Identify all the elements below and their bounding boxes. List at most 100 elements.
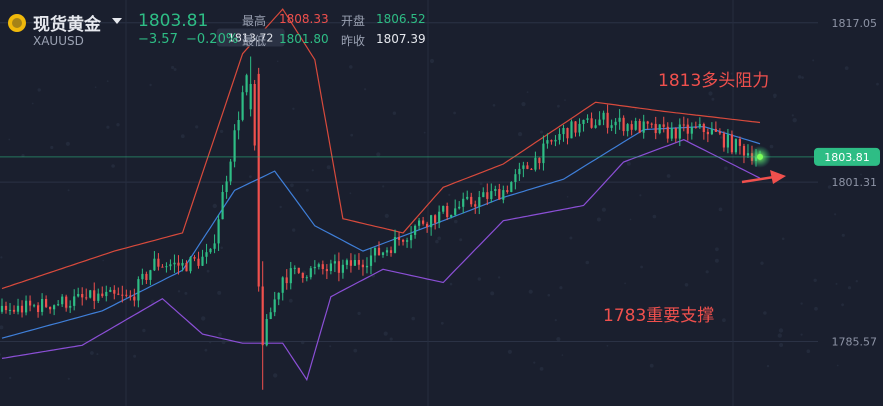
candle-body <box>37 305 40 312</box>
background-dot <box>411 316 416 321</box>
background-dot <box>448 193 451 196</box>
candle-body <box>738 139 741 146</box>
current-price-badge <box>814 147 880 166</box>
background-dot <box>847 286 852 290</box>
candle-body <box>265 319 268 346</box>
background-dot <box>149 83 152 87</box>
background-dot <box>437 236 442 241</box>
candle-body <box>414 225 417 235</box>
candle-body <box>562 128 565 135</box>
background-dot <box>184 291 188 295</box>
candle-body <box>181 262 184 266</box>
candle-body <box>526 165 529 169</box>
background-dot <box>290 183 294 188</box>
candle-body <box>426 223 429 228</box>
candle-body <box>185 262 188 272</box>
background-dot <box>634 108 637 111</box>
candle-body <box>554 139 557 142</box>
background-dot <box>180 134 185 139</box>
background-dot <box>533 361 536 364</box>
candle-body <box>514 174 517 182</box>
background-dot <box>106 125 110 129</box>
candle-body <box>333 261 336 264</box>
background-dot <box>836 364 839 367</box>
background-dot <box>640 265 643 269</box>
background-dot <box>778 328 784 333</box>
candle-body <box>345 260 348 265</box>
candle-body <box>494 189 497 191</box>
background-dot <box>204 348 208 352</box>
background-dot <box>792 118 797 123</box>
candle-body <box>41 299 44 312</box>
candle-body <box>610 125 613 128</box>
candle-body <box>438 211 441 223</box>
candle-body <box>594 125 597 128</box>
candle-body <box>201 256 204 266</box>
background-dot <box>219 129 224 134</box>
background-dot <box>206 269 210 273</box>
instrument-name[interactable]: 现货黄金 <box>33 15 101 35</box>
candle-body <box>654 123 657 134</box>
candle-body <box>602 112 605 120</box>
background-dot <box>364 88 367 91</box>
background-dot <box>724 166 728 170</box>
candle-body <box>225 181 228 192</box>
background-dot <box>518 132 523 137</box>
candle-body <box>678 124 681 139</box>
background-dot <box>539 130 544 134</box>
background-dot <box>834 213 837 216</box>
candle-body <box>105 291 108 297</box>
background-dot <box>652 214 657 219</box>
background-dot <box>177 290 181 293</box>
candle-body <box>606 112 609 128</box>
background-dot <box>564 99 566 101</box>
chevron-down-icon[interactable] <box>112 18 122 24</box>
candle-body <box>706 131 709 135</box>
candle-body <box>422 220 425 224</box>
candle-body <box>478 197 481 207</box>
candle-body <box>662 124 665 127</box>
candle-body <box>474 204 477 207</box>
background-dot <box>714 258 719 263</box>
candle-body <box>574 121 577 133</box>
candle-body <box>81 294 84 298</box>
background-dot <box>629 218 632 221</box>
candle-body <box>65 296 68 308</box>
background-dot <box>547 293 551 297</box>
candle-body <box>353 260 356 266</box>
candle-body <box>586 118 589 120</box>
candle-body <box>205 252 208 257</box>
background-dot <box>0 353 2 356</box>
background-dot <box>760 261 764 265</box>
candle-body <box>630 124 633 130</box>
background-dot <box>384 213 389 218</box>
candle-body <box>377 247 381 256</box>
background-dot <box>173 68 177 71</box>
candle-body <box>702 124 705 132</box>
candle-body <box>718 131 721 134</box>
candle-body <box>393 237 397 253</box>
candle-body <box>646 121 649 124</box>
candle-body <box>397 237 401 240</box>
background-dot <box>220 246 223 250</box>
background-dot <box>806 349 811 354</box>
candle-body <box>273 299 276 313</box>
background-dot <box>763 311 767 315</box>
prev-close-label: 昨收 <box>341 34 366 48</box>
background-dot <box>626 161 631 166</box>
candle-body <box>726 134 729 148</box>
candle-body <box>582 119 585 124</box>
candle-body <box>117 293 120 295</box>
candle-body <box>634 121 637 130</box>
background-dot <box>521 102 526 107</box>
candle-body <box>85 297 88 299</box>
candle-body <box>670 128 673 139</box>
background-dot <box>94 86 97 88</box>
candle-body <box>261 286 264 346</box>
candle-body <box>277 292 280 300</box>
candle-body <box>430 215 433 228</box>
background-dot <box>708 91 713 96</box>
candle-body <box>209 248 212 253</box>
candle-body <box>257 73 260 287</box>
